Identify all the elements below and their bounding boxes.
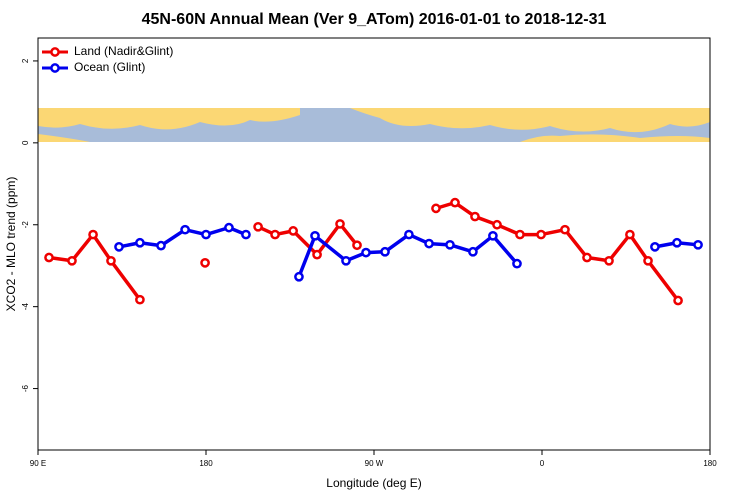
data-point (44, 252, 54, 263)
x-tick-label: 90 E (30, 459, 46, 468)
x-tick-label: 90 W (365, 459, 384, 468)
data-point (200, 257, 210, 268)
legend-marker (50, 47, 60, 57)
data-point (445, 239, 455, 250)
data-point (468, 246, 478, 257)
y-tick-label: 2 (21, 58, 30, 63)
data-point (650, 242, 660, 252)
data-point (180, 224, 190, 235)
data-point (643, 255, 653, 266)
data-point (270, 229, 280, 240)
y-tick-label: -6 (21, 384, 30, 392)
data-point (312, 249, 322, 260)
data-point (693, 239, 703, 250)
x-tick-label: 0 (540, 459, 545, 468)
data-point (361, 247, 371, 258)
data-point (536, 229, 546, 240)
data-point (470, 211, 480, 222)
data-point (488, 230, 498, 241)
data-point (114, 242, 124, 252)
legend-marker (50, 63, 60, 73)
data-point (604, 255, 614, 266)
data-point (156, 240, 166, 251)
data-point (241, 229, 251, 240)
data-point (672, 237, 682, 248)
data-point (341, 255, 351, 266)
data-point (294, 271, 304, 282)
data-point (135, 294, 145, 305)
data-point (492, 219, 502, 230)
data-point (352, 240, 362, 251)
chart-title: 45N-60N Annual Mean (Ver 9_ATom) 2016-01… (142, 11, 607, 28)
x-axis-label: Longitude (deg E) (326, 476, 421, 490)
data-point (404, 229, 414, 240)
data-point (201, 229, 211, 240)
data-point (335, 219, 345, 229)
data-point (310, 230, 320, 241)
data-point (560, 224, 570, 235)
x-tick-label: 180 (703, 459, 717, 468)
data-point (135, 237, 145, 248)
data-point (625, 229, 635, 240)
data-point (582, 252, 592, 263)
y-tick-label: -2 (21, 221, 30, 229)
data-point (88, 229, 98, 240)
data-point (106, 255, 116, 266)
data-point (450, 197, 460, 208)
legend-label: Ocean (Glint) (74, 60, 145, 74)
data-point (512, 258, 522, 269)
x-tick-label: 180 (199, 459, 213, 468)
data-point (424, 238, 434, 249)
data-point (380, 246, 390, 257)
legend-label: Land (Nadir&Glint) (74, 44, 173, 58)
data-point (515, 229, 525, 240)
data-point (288, 226, 299, 236)
data-point (253, 221, 263, 232)
map-band (38, 108, 710, 142)
data-point (224, 222, 234, 233)
y-tick-label: 0 (21, 140, 30, 145)
data-point (673, 295, 683, 306)
data-point (67, 255, 77, 266)
y-axis-label: XCO2 - MLO trend (ppm) (4, 177, 18, 312)
data-point (431, 203, 441, 214)
y-tick-label: -4 (21, 303, 30, 311)
